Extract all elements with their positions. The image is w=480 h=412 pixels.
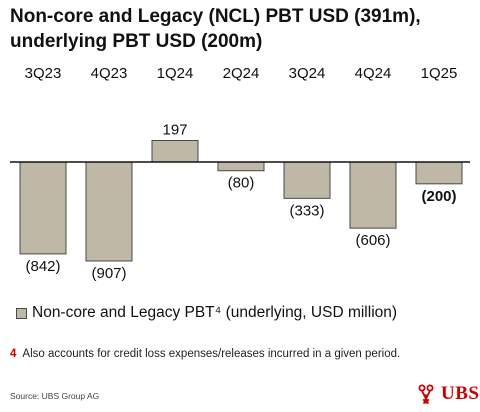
source-note: Source: UBS Group AG — [10, 391, 100, 401]
footnote: 4 Also accounts for credit loss expenses/… — [10, 348, 400, 360]
ubs-logo: UBS — [414, 382, 479, 406]
value-label: 197 — [162, 121, 187, 138]
bar — [19, 161, 67, 255]
title-line-2: underlying PBT USD (200m) — [10, 31, 263, 52]
bar — [85, 161, 133, 262]
bar-chart: 3Q23 4Q23 1Q24 2Q24 3Q24 4Q24 1Q25 (842) (907) 1… — [10, 65, 470, 282]
bars — [19, 139, 463, 262]
value-label: (842) — [25, 258, 60, 275]
ubs-keys-icon — [418, 384, 434, 404]
footnote-number: 4 — [10, 348, 17, 360]
bar — [217, 161, 265, 172]
value-label: (333) — [289, 202, 324, 219]
bar — [415, 161, 463, 185]
bar — [151, 139, 199, 163]
bar — [283, 161, 331, 199]
chart-title: Non-core and Legacy (NCL) PBT USD (391m)… — [10, 4, 470, 54]
footnote-text: Also accounts for credit loss expenses/r… — [22, 348, 401, 360]
legend-label: Non-core and Legacy PBT⁴ (underlying, US… — [32, 304, 398, 321]
value-label: (907) — [91, 265, 126, 282]
category-labels: 3Q23 4Q23 1Q24 2Q24 3Q24 4Q24 1Q25 — [25, 65, 458, 82]
value-labels: (842) (907) 197 (80) (333) (606) (200) — [25, 121, 456, 282]
value-label: (200) — [421, 188, 456, 205]
legend: Non-core and Legacy PBT⁴ (underlying, US… — [16, 302, 397, 324]
category-label: 2Q24 — [223, 65, 260, 82]
category-label: 4Q24 — [355, 65, 392, 82]
value-label: (80) — [228, 175, 255, 192]
value-label: (606) — [355, 232, 390, 249]
category-label: 3Q24 — [289, 65, 326, 82]
logo-text: UBS — [441, 383, 480, 404]
category-label: 1Q24 — [157, 65, 194, 82]
category-label: 3Q23 — [25, 65, 62, 82]
title-line-1: Non-core and Legacy (NCL) PBT USD (391m)… — [10, 6, 421, 27]
category-label: 4Q23 — [91, 65, 128, 82]
category-label: 1Q25 — [421, 65, 458, 82]
bar — [349, 161, 397, 229]
legend-swatch — [16, 307, 27, 319]
